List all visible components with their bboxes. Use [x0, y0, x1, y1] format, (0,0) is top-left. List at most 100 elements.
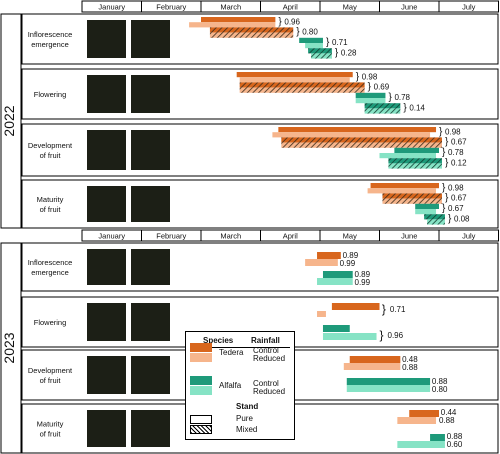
value-label: 0.88: [432, 377, 448, 386]
brace: }: [439, 126, 443, 137]
month-label-july: July: [462, 3, 476, 12]
stage-label: of fruit: [40, 205, 62, 214]
value-label: 0.88: [402, 363, 418, 372]
value-label: 0.99: [355, 278, 371, 287]
plant-photo-alfalfa: [131, 186, 170, 222]
value-label: 0.80: [432, 385, 448, 394]
value-label: 0.96: [388, 331, 404, 340]
bar-tedera_reduced-pure: [397, 417, 437, 424]
value-label: 0.71: [390, 305, 406, 314]
legend-swatch-alfalfa-control: [190, 376, 212, 385]
bar-alfalfa_reduced-pure: [397, 441, 445, 448]
bar-alfalfa_control-pure: [322, 325, 350, 332]
month-label-march: March: [220, 232, 241, 241]
plant-photo-alfalfa: [131, 130, 170, 170]
legend-label-reduced-1: Reduced: [253, 354, 286, 363]
value-label: 0.96: [284, 17, 300, 26]
legend-rainfall-header: Rainfall: [251, 336, 280, 345]
value-label: 0.89: [343, 251, 359, 260]
plant-photo-alfalfa: [131, 410, 170, 447]
bar-alfalfa_reduced-pure: [346, 385, 431, 392]
value-label: 0.14: [409, 103, 425, 112]
bar-alfalfa_control-mixed: [388, 158, 442, 164]
value-label: 0.71: [332, 38, 348, 47]
bar-alfalfa_reduced-pure: [305, 43, 323, 49]
legend-species-header: Species: [203, 336, 234, 345]
plant-photo-tedera: [87, 249, 126, 285]
brace: }: [382, 302, 386, 316]
value-label: 0.60: [447, 440, 463, 449]
bar-tedera_control-pure: [317, 252, 341, 259]
value-label: 0.89: [355, 270, 371, 279]
value-label: 0.78: [394, 93, 410, 102]
bar-alfalfa_reduced-pure: [322, 333, 377, 340]
legend-swatch-pure: [190, 415, 212, 424]
brace: }: [403, 102, 407, 113]
plant-photo-tedera: [87, 303, 126, 341]
stage-label: of fruit: [40, 151, 62, 160]
plant-photo-tedera: [87, 186, 126, 222]
value-label: 0.88: [439, 416, 455, 425]
month-label-february: February: [156, 232, 186, 241]
stage-label: emergence: [31, 40, 69, 49]
stage-label: Inflorescence: [28, 258, 73, 267]
plant-photo-tedera: [87, 75, 126, 113]
bar-tedera_control-mixed: [382, 193, 442, 199]
bar-tedera_control-mixed: [209, 27, 294, 33]
bar-alfalfa_reduced-mixed: [427, 219, 445, 225]
stage-label: Maturity: [37, 420, 64, 429]
legend-swatch-mixed: [190, 425, 212, 434]
brace: }: [296, 27, 300, 38]
value-label: 0.88: [447, 432, 463, 441]
bar-alfalfa_reduced-pure: [317, 278, 353, 285]
brace: }: [442, 182, 446, 193]
bar-alfalfa_reduced-mixed: [311, 53, 332, 59]
bar-tedera_control-mixed: [239, 82, 365, 88]
bar-tedera_reduced-pure: [272, 132, 431, 138]
bar-alfalfa_reduced-mixed: [364, 108, 401, 114]
legend-label-control-2: Control: [253, 379, 279, 388]
month-label-april: April: [283, 3, 298, 12]
stage-label: Maturity: [37, 195, 64, 204]
legend-label-control-1: Control: [253, 346, 279, 355]
brace: }: [278, 16, 282, 27]
legend-swatch-tedera-reduced: [190, 353, 212, 362]
bar-alfalfa_control-mixed: [424, 214, 445, 220]
stage-label: Flowering: [34, 318, 67, 327]
value-label: 0.98: [362, 72, 378, 81]
bar-alfalfa_control-pure: [415, 203, 439, 209]
month-label-april: April: [283, 232, 298, 241]
value-label: 0.44: [441, 408, 457, 417]
brace: }: [388, 92, 392, 103]
bar-tedera_reduced-pure: [305, 259, 338, 266]
value-label: 0.80: [302, 28, 318, 37]
legend-label-reduced-2: Reduced: [253, 387, 286, 396]
stage-label: of fruit: [40, 376, 62, 385]
bar-alfalfa_control-pure: [322, 271, 353, 278]
bar-tedera_reduced-mixed: [382, 198, 442, 204]
bar-alfalfa_control-pure: [355, 92, 386, 98]
month-label-may: May: [343, 3, 357, 12]
value-label: 0.08: [454, 214, 470, 223]
month-label-march: March: [220, 3, 241, 12]
plant-photo-tedera: [87, 410, 126, 447]
brace: }: [368, 82, 372, 93]
legend-divider: [190, 347, 290, 348]
month-label-july: July: [462, 232, 476, 241]
value-label: 0.78: [448, 148, 464, 157]
month-header-cell: [438, 229, 499, 242]
brace: }: [445, 193, 449, 204]
legend-label-tedera: Tedera: [219, 348, 244, 357]
year-label-2023: 2023: [1, 332, 17, 363]
bar-alfalfa_control-pure: [299, 37, 323, 43]
bar-alfalfa_control-mixed: [308, 48, 332, 54]
bar-alfalfa_reduced-pure: [379, 153, 437, 159]
bar-tedera_control-pure: [236, 72, 353, 78]
plant-photo-tedera: [87, 130, 126, 170]
bar-alfalfa_control-pure: [346, 378, 431, 385]
bar-alfalfa_control-mixed: [364, 103, 401, 109]
plant-photo-alfalfa: [131, 303, 170, 341]
stage-label: Development: [28, 141, 73, 150]
bar-tedera_control-pure: [370, 183, 439, 189]
bar-alfalfa_control-pure: [394, 147, 439, 153]
